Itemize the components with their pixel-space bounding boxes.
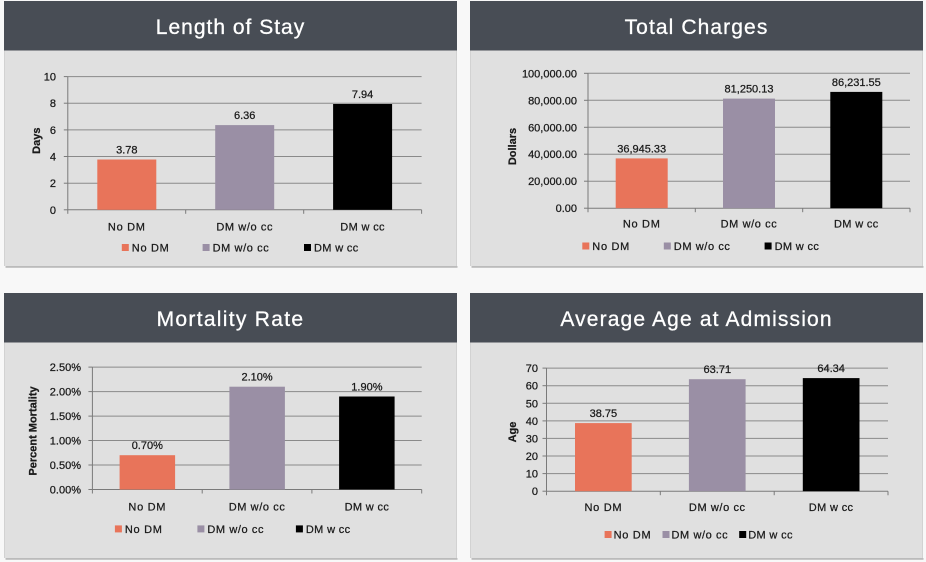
svg-text:DM w cc: DM w cc bbox=[306, 524, 351, 536]
svg-text:No DM: No DM bbox=[585, 502, 623, 514]
svg-text:No DM: No DM bbox=[623, 219, 661, 231]
svg-text:60: 60 bbox=[526, 381, 538, 393]
svg-text:0: 0 bbox=[532, 486, 538, 498]
svg-text:2.00%: 2.00% bbox=[50, 387, 81, 399]
svg-text:No DM: No DM bbox=[614, 529, 652, 541]
svg-text:86,231.55: 86,231.55 bbox=[832, 77, 881, 89]
svg-text:DM w/o cc: DM w/o cc bbox=[216, 221, 273, 233]
svg-text:30: 30 bbox=[526, 433, 538, 445]
svg-text:6.36: 6.36 bbox=[234, 110, 255, 122]
svg-text:0: 0 bbox=[50, 205, 56, 217]
svg-text:No DM: No DM bbox=[592, 241, 630, 253]
svg-text:DM w/o cc: DM w/o cc bbox=[229, 502, 286, 514]
svg-text:60,000.00: 60,000.00 bbox=[528, 122, 577, 134]
svg-text:40,000.00: 40,000.00 bbox=[528, 149, 577, 161]
svg-text:38.75: 38.75 bbox=[590, 408, 618, 420]
svg-text:2.10%: 2.10% bbox=[241, 372, 272, 384]
svg-text:1.50%: 1.50% bbox=[50, 411, 81, 423]
svg-text:70: 70 bbox=[526, 363, 538, 375]
svg-text:10: 10 bbox=[526, 469, 538, 481]
svg-text:0.00: 0.00 bbox=[556, 203, 577, 215]
svg-text:50: 50 bbox=[526, 398, 538, 410]
svg-text:Total Charges: Total Charges bbox=[625, 16, 769, 39]
svg-text:DM w cc: DM w cc bbox=[314, 242, 359, 254]
svg-text:80,000.00: 80,000.00 bbox=[528, 95, 577, 107]
svg-text:DM w/o cc: DM w/o cc bbox=[674, 241, 731, 253]
svg-text:Days: Days bbox=[31, 128, 43, 154]
svg-text:7.94: 7.94 bbox=[352, 89, 373, 101]
svg-text:DM w/o cc: DM w/o cc bbox=[721, 219, 778, 231]
svg-text:DM w/o cc: DM w/o cc bbox=[672, 529, 729, 541]
svg-text:0.00%: 0.00% bbox=[50, 485, 81, 497]
svg-text:Average Age at Admission: Average Age at Admission bbox=[560, 308, 832, 331]
svg-text:10: 10 bbox=[44, 72, 56, 84]
svg-text:4: 4 bbox=[50, 152, 56, 164]
svg-text:No DM: No DM bbox=[132, 242, 170, 254]
svg-text:3.78: 3.78 bbox=[116, 145, 137, 157]
svg-text:100,000.00: 100,000.00 bbox=[522, 68, 577, 80]
svg-text:64.34: 64.34 bbox=[817, 363, 845, 375]
svg-text:DM w cc: DM w cc bbox=[748, 529, 793, 541]
svg-text:No DM: No DM bbox=[128, 502, 166, 514]
svg-text:DM w/o cc: DM w/o cc bbox=[213, 242, 270, 254]
svg-text:1.00%: 1.00% bbox=[50, 436, 81, 448]
svg-text:Length of Stay: Length of Stay bbox=[156, 16, 305, 39]
svg-text:81,250.13: 81,250.13 bbox=[725, 84, 774, 96]
svg-text:DM w/o cc: DM w/o cc bbox=[689, 502, 746, 514]
svg-text:0.70%: 0.70% bbox=[132, 440, 163, 452]
svg-text:2.50%: 2.50% bbox=[50, 362, 81, 374]
svg-text:Age: Age bbox=[507, 422, 519, 443]
svg-text:Dollars: Dollars bbox=[507, 128, 519, 165]
svg-text:2: 2 bbox=[50, 178, 56, 190]
svg-text:Percent Mortality: Percent Mortality bbox=[28, 385, 40, 475]
svg-text:DM w cc: DM w cc bbox=[340, 221, 385, 233]
svg-text:36,945.33: 36,945.33 bbox=[617, 143, 666, 155]
svg-text:0.50%: 0.50% bbox=[50, 460, 81, 472]
svg-text:DM w cc: DM w cc bbox=[809, 502, 854, 514]
svg-text:DM w/o cc: DM w/o cc bbox=[207, 524, 264, 536]
svg-text:63.71: 63.71 bbox=[704, 364, 732, 376]
svg-text:No DM: No DM bbox=[125, 524, 163, 536]
svg-text:8: 8 bbox=[50, 98, 56, 110]
svg-text:Mortality Rate: Mortality Rate bbox=[157, 308, 305, 331]
svg-text:DM w cc: DM w cc bbox=[775, 241, 820, 253]
svg-text:20,000.00: 20,000.00 bbox=[528, 176, 577, 188]
svg-text:DM w cc: DM w cc bbox=[834, 219, 879, 231]
svg-text:No DM: No DM bbox=[108, 221, 146, 233]
svg-text:1.90%: 1.90% bbox=[351, 382, 382, 394]
svg-text:20: 20 bbox=[526, 451, 538, 463]
svg-text:DM w cc: DM w cc bbox=[345, 502, 390, 514]
svg-text:40: 40 bbox=[526, 416, 538, 428]
svg-text:6: 6 bbox=[50, 125, 56, 137]
